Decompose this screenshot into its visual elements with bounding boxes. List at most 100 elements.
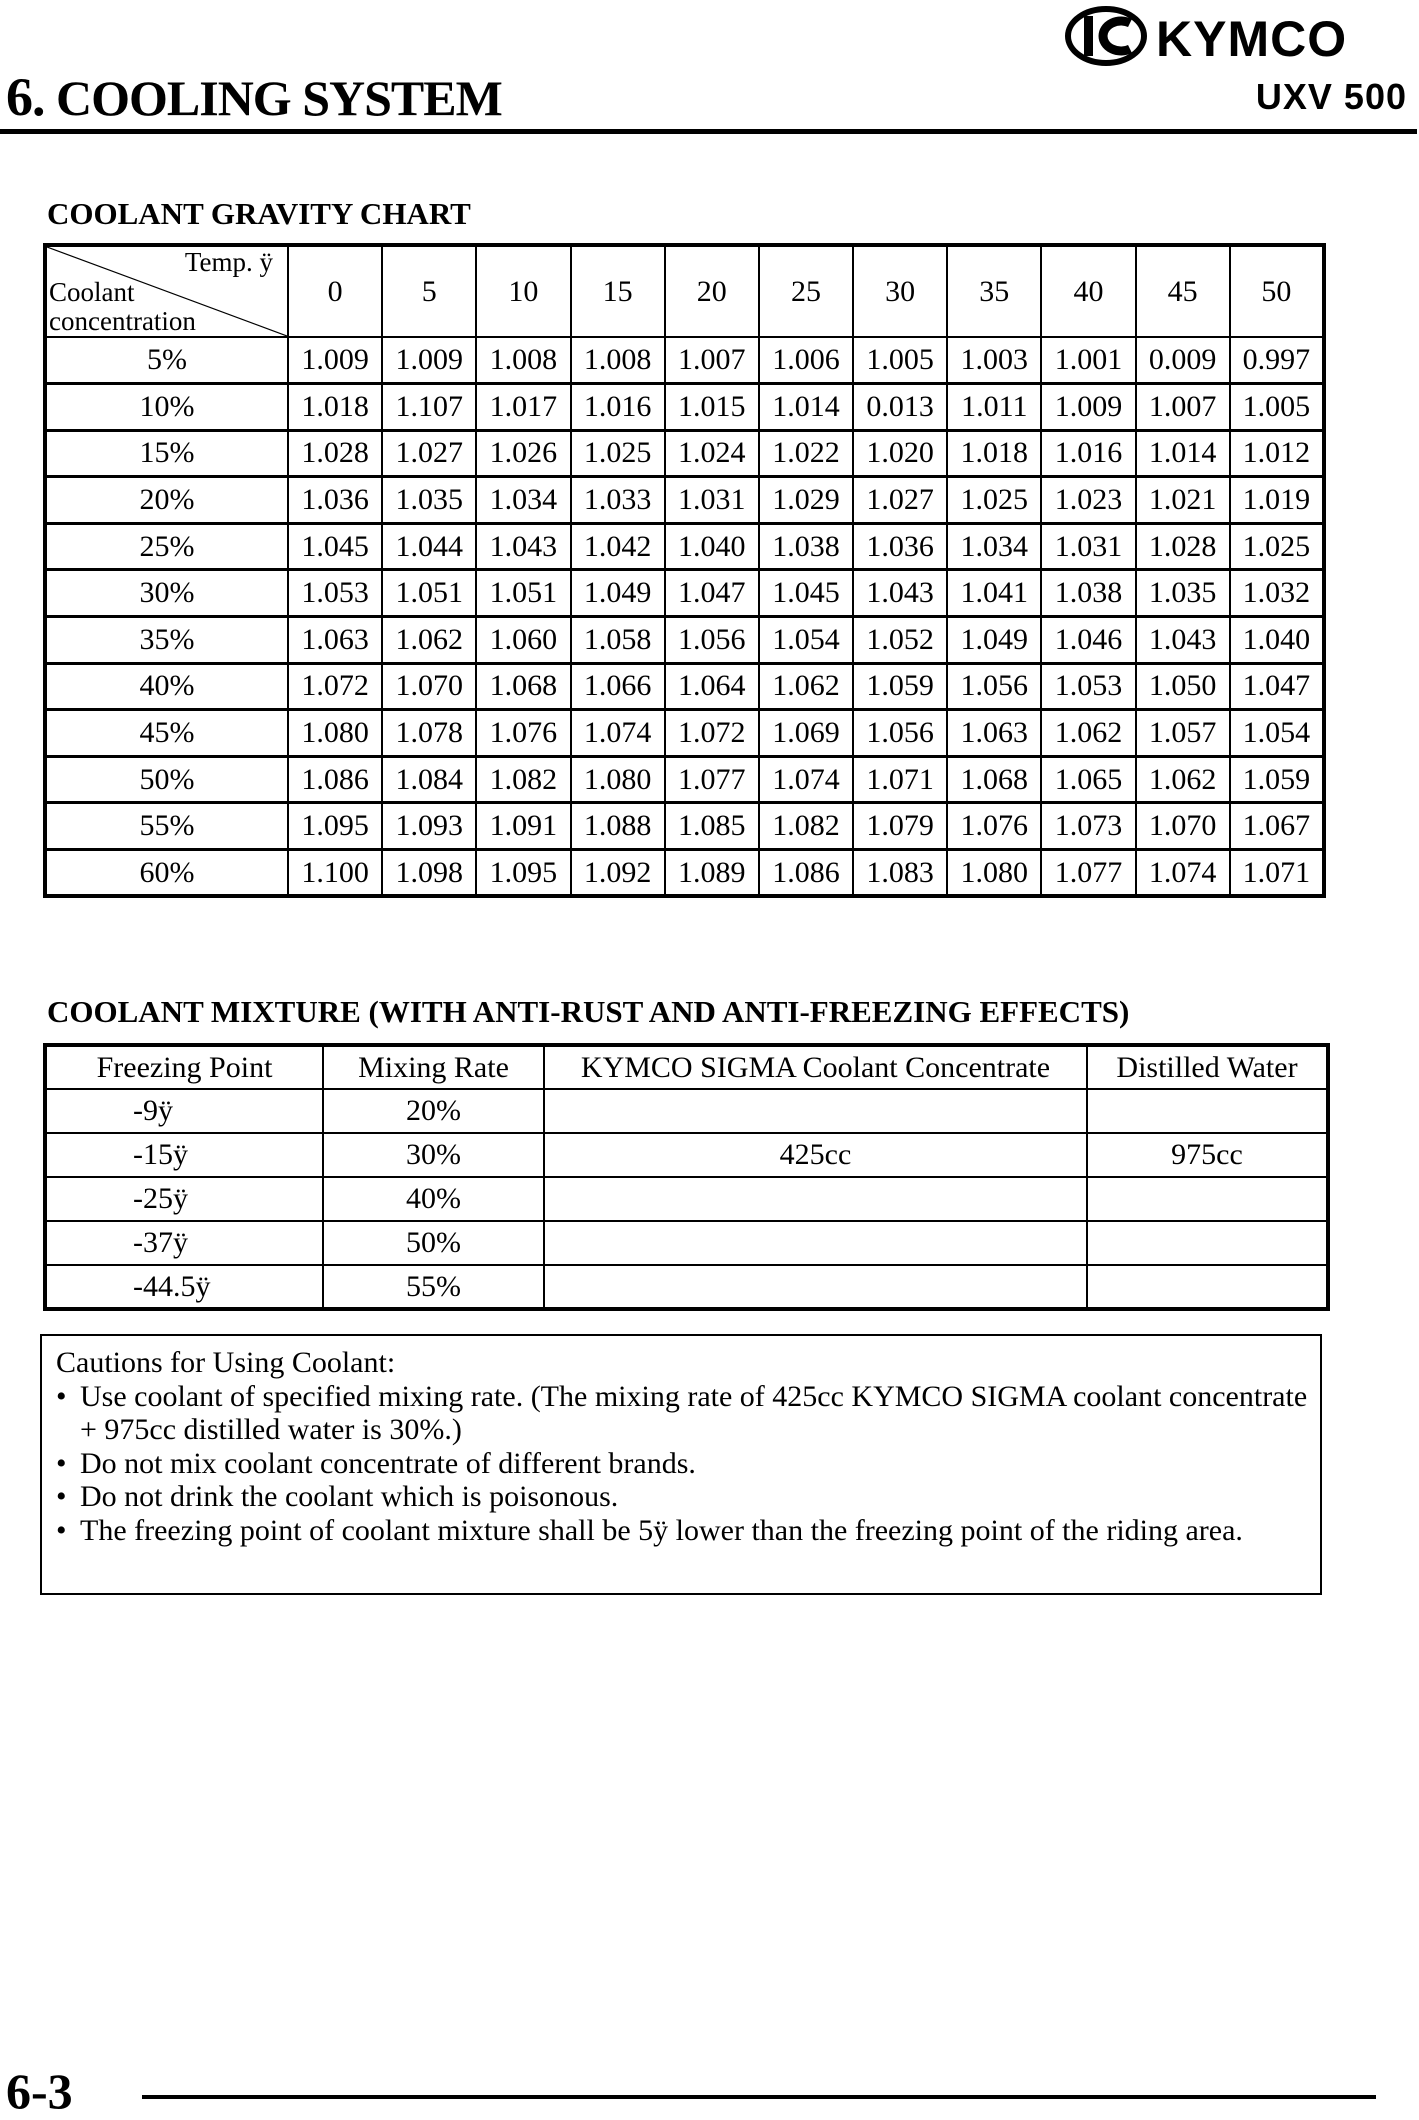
temperature-header: 50 [1228,244,1326,338]
mixing-rate-cell: 20% [322,1088,545,1134]
gravity-value-cell: 1.014 [757,382,855,432]
column-header: Distilled Water [1086,1044,1329,1090]
gravity-value-cell: 1.009 [1040,382,1137,432]
gravity-value-cell: 1.031 [1040,521,1137,571]
mixing-rate-cell: 50% [322,1220,545,1266]
gravity-value-cell: 1.080 [569,754,666,804]
mixing-rate-cell: 55% [322,1264,545,1310]
gravity-value-cell: 1.047 [663,568,760,618]
mixture-table-title: COOLANT MIXTURE (WITH ANTI-RUST AND ANTI… [47,994,1130,1029]
gravity-value-cell: 1.063 [946,708,1043,758]
gravity-value-cell: 1.054 [757,615,855,665]
gravity-value-cell: 1.042 [569,521,666,571]
gravity-value-cell: 1.018 [946,428,1043,478]
concentration-cell: 40% [44,661,289,711]
gravity-value-cell: 1.062 [1134,754,1231,804]
page-title: 6. COOLING SYSTEM [6,67,503,127]
table-row: 15% 1.028 1.027 1.026 1.025 1.024 1.022 1.020 1.… [44,428,1326,478]
gravity-value-cell: 1.093 [381,801,478,851]
distilled-water-cell: 975cc [1086,1132,1329,1178]
gravity-value-cell: 1.059 [1228,754,1326,804]
table-header-row: Temp. ÿ Coolant concentration 0 5 10 15 20 25… [44,244,1326,338]
table-row: 50% 1.086 1.084 1.082 1.080 1.077 1.074 1.071 1.… [44,754,1326,804]
gravity-value-cell: 1.062 [757,661,855,711]
table-row: -25ÿ 40% [44,1176,1329,1222]
caution-item: • Use coolant of specified mixing rate. (… [56,1380,1320,1447]
concentration-cell: 25% [44,521,289,571]
gravity-value-cell: 1.036 [852,521,949,571]
gravity-value-cell: 1.007 [663,336,760,385]
gravity-value-cell: 1.082 [757,801,855,851]
temperature-header: 0 [286,244,384,338]
gravity-value-cell: 1.020 [852,428,949,478]
gravity-chart-title: COOLANT GRAVITY CHART [47,196,471,231]
gravity-value-cell: 1.032 [1228,568,1326,618]
gravity-value-cell: 1.038 [1040,568,1137,618]
gravity-value-cell: 1.062 [381,615,478,665]
gravity-value-cell: 1.050 [1134,661,1231,711]
gravity-value-cell: 1.040 [1228,615,1326,665]
table-row: -37ÿ 50% [44,1220,1329,1266]
caution-item: • Do not mix coolant concentrate of diffe… [56,1447,1320,1481]
gravity-value-cell: 1.060 [475,615,572,665]
temperature-header: 25 [757,244,855,338]
gravity-value-cell: 1.011 [946,382,1043,432]
gravity-value-cell: 1.056 [663,615,760,665]
gravity-value-cell: 1.016 [1040,428,1137,478]
cautions-box: Cautions for Using Coolant: • Use coolant… [40,1334,1322,1595]
gravity-value-cell: 1.070 [1134,801,1231,851]
mixing-rate-cell: 40% [322,1176,545,1222]
gravity-value-cell: 1.040 [663,521,760,571]
gravity-value-cell: 1.024 [663,428,760,478]
gravity-value-cell: 1.091 [475,801,572,851]
gravity-value-cell: 1.095 [286,801,384,851]
gravity-value-cell: 1.009 [286,336,384,385]
distilled-water-cell [1086,1264,1329,1310]
coolant-gravity-table: Temp. ÿ Coolant concentration 0 5 10 15 20 25… [43,243,1326,899]
gravity-value-cell: 1.033 [569,475,666,525]
gravity-value-cell: 1.085 [663,801,760,851]
gravity-value-cell: 1.077 [663,754,760,804]
gravity-value-cell: 1.028 [286,428,384,478]
gravity-value-cell: 1.038 [757,521,855,571]
table-row: -9ÿ 20% [44,1088,1329,1134]
concentrate-cell [543,1176,1088,1222]
gravity-value-cell: 1.034 [946,521,1043,571]
gravity-value-cell: 1.074 [569,708,666,758]
caution-item: • The freezing point of coolant mixture s… [56,1514,1320,1548]
table-row: 40% 1.072 1.070 1.068 1.066 1.064 1.062 1.059 1.… [44,661,1326,711]
gravity-value-cell: 1.063 [286,615,384,665]
freezing-point-cell: -44.5ÿ [44,1264,324,1310]
bullet-icon: • [56,1480,67,1513]
table-row: 60% 1.100 1.098 1.095 1.092 1.089 1.086 1.083 1.… [44,848,1326,898]
table-row: -15ÿ 30% 425cc 975cc [44,1132,1329,1178]
gravity-value-cell: 1.067 [1228,801,1326,851]
table-row: 30% 1.053 1.051 1.051 1.049 1.047 1.045 1.043 1.… [44,568,1326,618]
caution-text: Do not mix coolant concentrate of differ… [80,1446,696,1480]
caution-text: Use coolant of specified mixing rate. (T… [80,1379,1308,1447]
table-header-row: Freezing Point Mixing Rate KYMCO SIGMA Coo… [44,1044,1329,1090]
gravity-value-cell: 1.071 [852,754,949,804]
gravity-value-cell: 1.076 [946,801,1043,851]
gravity-value-cell: 1.068 [475,661,572,711]
gravity-value-cell: 1.069 [757,708,855,758]
gravity-value-cell: 1.028 [1134,521,1231,571]
gravity-value-cell: 1.027 [381,428,478,478]
gravity-value-cell: 1.014 [1134,428,1231,478]
coolant-mixture-table: Freezing Point Mixing Rate KYMCO SIGMA Coo… [43,1043,1330,1311]
gravity-value-cell: 1.074 [1134,848,1231,898]
gravity-value-cell: 1.026 [475,428,572,478]
svg-text:KYMCO: KYMCO [1156,11,1347,66]
gravity-value-cell: 1.078 [381,708,478,758]
gravity-value-cell: 1.095 [475,848,572,898]
caution-text: Do not drink the coolant which is poison… [80,1480,619,1513]
page-number: 6-3 [6,2063,73,2119]
concentrate-cell: 425cc [543,1132,1088,1178]
gravity-value-cell: 1.053 [286,568,384,618]
gravity-value-cell: 1.070 [381,661,478,711]
gravity-value-cell: 1.089 [663,848,760,898]
temperature-header: 10 [475,244,572,338]
gravity-value-cell: 1.080 [946,848,1043,898]
freezing-point-cell: -25ÿ [44,1176,324,1222]
gravity-value-cell: 1.054 [1228,708,1326,758]
